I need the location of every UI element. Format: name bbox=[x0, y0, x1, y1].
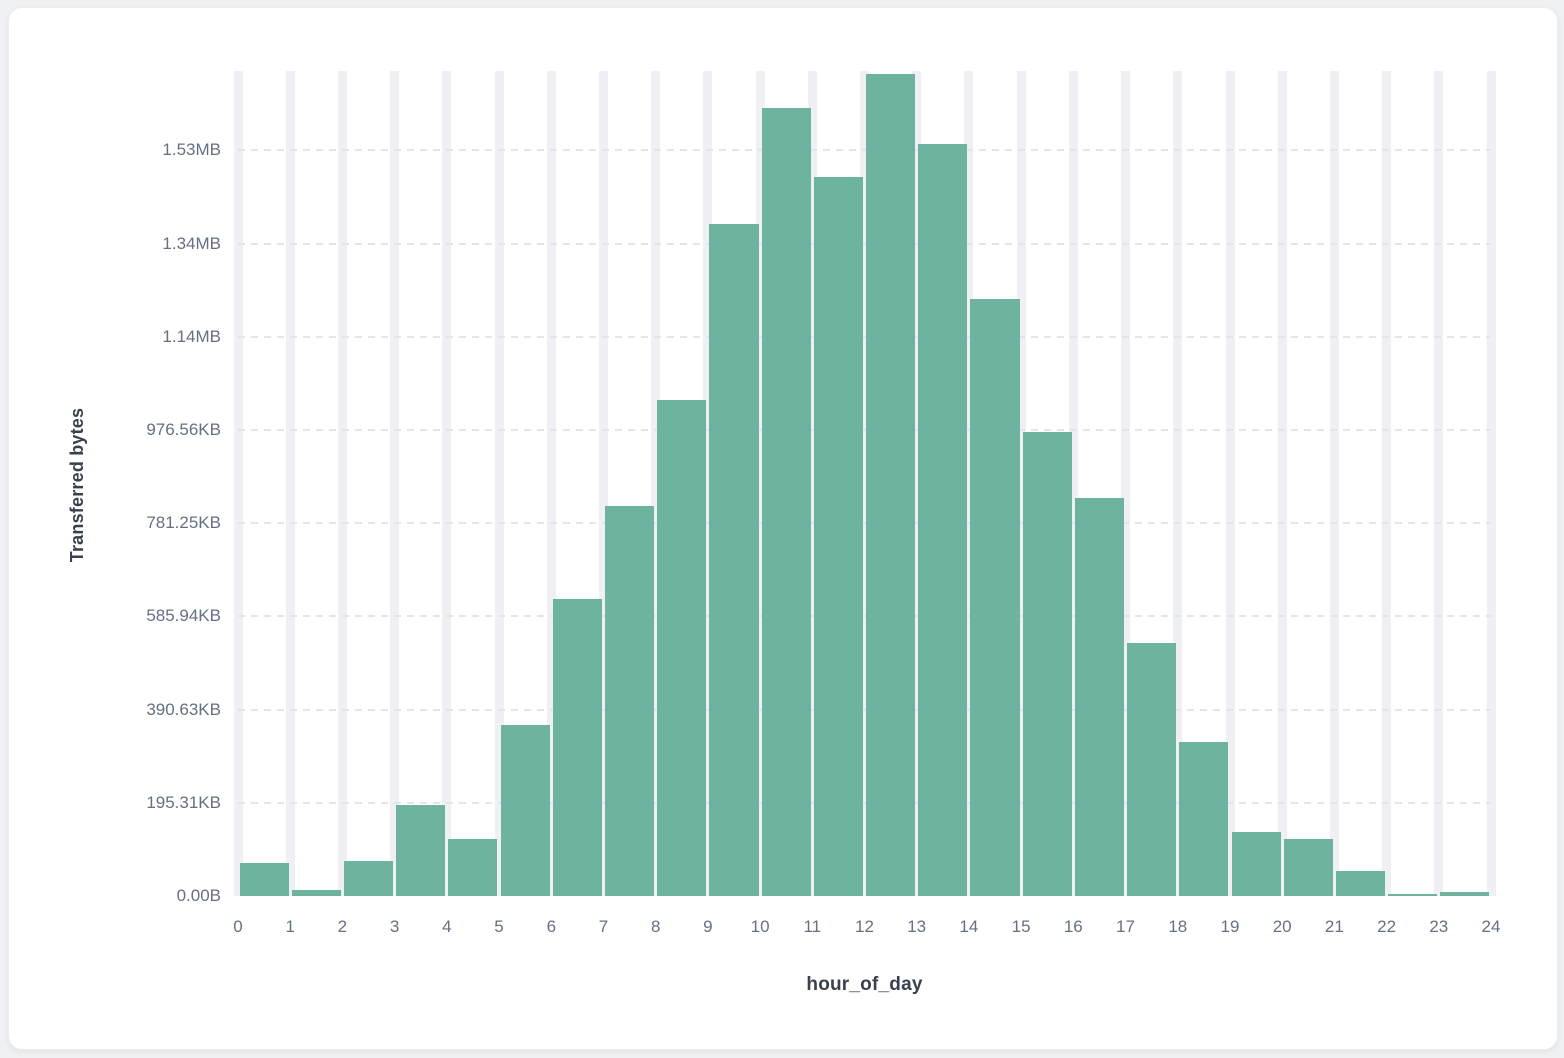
x-tick-label: 15 bbox=[1011, 917, 1031, 936]
vertical-gridline bbox=[755, 71, 765, 896]
horizontal-gridline bbox=[238, 242, 1491, 245]
vertical-gridline bbox=[1329, 71, 1339, 896]
horizontal-gridline bbox=[238, 801, 1491, 804]
x-tick-label: 21 bbox=[1324, 917, 1344, 936]
x-tick-label: 14 bbox=[959, 917, 979, 936]
y-tick-label: 976.56KB bbox=[146, 419, 221, 439]
histogram-bar-hour-11[interactable] bbox=[813, 176, 863, 896]
vertical-gridline bbox=[1173, 71, 1183, 896]
vertical-gridline bbox=[546, 71, 556, 896]
vertical-gridline bbox=[337, 71, 347, 896]
y-tick-label: 1.14MB bbox=[162, 326, 221, 346]
vertical-gridline bbox=[599, 71, 608, 896]
vertical-gridline bbox=[1016, 71, 1026, 896]
histogram-bar-hour-22[interactable] bbox=[1388, 894, 1438, 896]
histogram-bar-hour-17[interactable] bbox=[1127, 642, 1177, 896]
horizontal-gridline bbox=[238, 428, 1491, 431]
horizontal-gridline bbox=[238, 149, 1491, 152]
histogram-bar-hour-23[interactable] bbox=[1440, 892, 1490, 896]
y-tick-label: 781.25KB bbox=[146, 513, 221, 533]
vertical-gridline bbox=[1225, 71, 1235, 896]
histogram-bar-hour-3[interactable] bbox=[396, 805, 446, 896]
histogram-bar-hour-10[interactable] bbox=[761, 108, 811, 896]
histogram-bar-hour-12[interactable] bbox=[866, 73, 916, 896]
horizontal-gridline bbox=[238, 335, 1491, 338]
histogram-bar-hour-1[interactable] bbox=[291, 889, 341, 896]
vertical-gridline bbox=[494, 71, 504, 896]
x-tick-label: 0 bbox=[233, 917, 243, 936]
horizontal-gridline bbox=[238, 615, 1491, 618]
histogram-bar-hour-5[interactable] bbox=[500, 725, 550, 896]
x-tick-label: 22 bbox=[1377, 917, 1397, 936]
histogram-bar-hour-21[interactable] bbox=[1335, 870, 1386, 896]
vertical-gridline bbox=[1068, 71, 1078, 896]
y-tick-label: 1.53MB bbox=[162, 140, 221, 160]
y-tick-label: 390.63KB bbox=[146, 699, 221, 719]
y-tick-label: 195.31KB bbox=[146, 792, 221, 812]
x-tick-label: 20 bbox=[1272, 917, 1292, 936]
histogram-bar-hour-13[interactable] bbox=[918, 143, 968, 896]
vertical-gridline bbox=[1382, 71, 1392, 896]
vertical-gridline bbox=[651, 71, 661, 896]
vertical-gridline bbox=[964, 71, 974, 896]
x-tick-label: 4 bbox=[442, 917, 452, 936]
x-tick-label: 2 bbox=[337, 917, 348, 936]
histogram-bar-hour-7[interactable] bbox=[605, 505, 655, 896]
histogram-bar-hour-6[interactable] bbox=[552, 598, 602, 896]
x-tick-label: 12 bbox=[855, 917, 874, 936]
y-tick-label: 0.00B bbox=[176, 886, 221, 905]
histogram-bar-hour-14[interactable] bbox=[970, 298, 1020, 896]
x-tick-label: 3 bbox=[389, 917, 400, 936]
vertical-gridline bbox=[285, 71, 295, 896]
histogram-bar-hour-19[interactable] bbox=[1231, 831, 1281, 896]
histogram-bar-hour-8[interactable] bbox=[657, 399, 707, 896]
vertical-gridline bbox=[1121, 71, 1130, 896]
histogram-bar-hour-16[interactable] bbox=[1074, 497, 1124, 896]
vertical-gridline bbox=[390, 71, 400, 896]
x-tick-label: 6 bbox=[546, 917, 557, 936]
histogram-bar-hour-0[interactable] bbox=[239, 863, 289, 896]
x-tick-label: 23 bbox=[1429, 917, 1449, 936]
vertical-gridline bbox=[1486, 71, 1496, 896]
x-tick-label: 9 bbox=[703, 917, 713, 936]
x-tick-label: 11 bbox=[803, 917, 822, 936]
histogram-bar-hour-15[interactable] bbox=[1022, 431, 1072, 896]
x-tick-label: 17 bbox=[1116, 917, 1135, 936]
x-tick-label: 8 bbox=[650, 917, 661, 936]
vertical-gridline bbox=[442, 71, 452, 896]
x-tick-label: 16 bbox=[1063, 917, 1083, 936]
horizontal-gridline bbox=[238, 522, 1491, 525]
x-tick-label: 10 bbox=[750, 917, 770, 936]
vertical-gridline bbox=[807, 71, 817, 896]
x-tick-label: 13 bbox=[907, 917, 927, 936]
vertical-gridline bbox=[912, 71, 922, 896]
x-tick-label: 19 bbox=[1220, 917, 1240, 936]
vertical-gridline bbox=[860, 71, 869, 896]
x-tick-label: 24 bbox=[1481, 917, 1501, 936]
histogram-bar-hour-9[interactable] bbox=[709, 223, 759, 896]
histogram-bar-hour-4[interactable] bbox=[448, 838, 498, 896]
histogram-bar-hour-18[interactable] bbox=[1179, 741, 1229, 896]
x-axis-title: hour_of_day bbox=[806, 974, 923, 995]
y-tick-label: 1.34MB bbox=[162, 233, 221, 253]
x-tick-label: 1 bbox=[285, 917, 295, 936]
vertical-gridline bbox=[1277, 71, 1287, 896]
histogram-bar-hour-2[interactable] bbox=[343, 861, 394, 896]
y-tick-label: 585.94KB bbox=[146, 606, 221, 626]
chart-card: Transferred bytes hour_of_day 0.00B 195.3… bbox=[8, 7, 1558, 1050]
x-tick-label: 5 bbox=[494, 917, 504, 936]
vertical-gridline bbox=[233, 71, 243, 896]
horizontal-gridline bbox=[238, 708, 1491, 711]
plot-area bbox=[233, 71, 1496, 896]
histogram-bar-hour-20[interactable] bbox=[1283, 838, 1333, 896]
x-tick-label: 18 bbox=[1168, 917, 1188, 936]
vertical-gridline bbox=[1434, 71, 1444, 896]
vertical-gridline bbox=[703, 71, 713, 896]
x-tick-label: 7 bbox=[598, 917, 609, 936]
